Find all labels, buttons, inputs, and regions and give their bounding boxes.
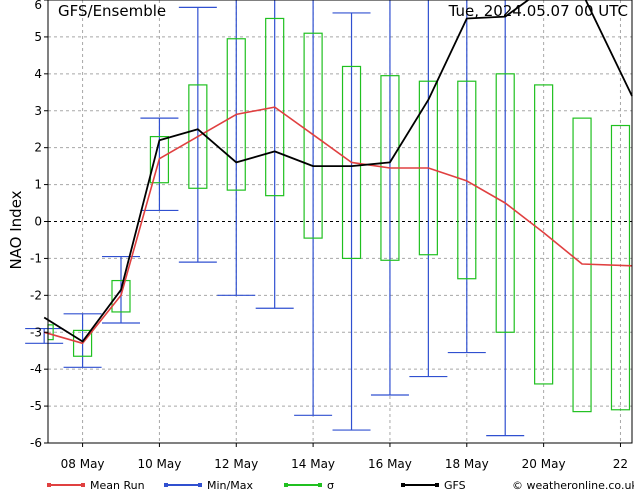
y-axis-ticks: -6 -5 -4 -3 -2 -1 0 1 2 3 4 5 6: [30, 0, 48, 450]
min-max-bars: [25, 0, 525, 437]
min-max-bar: [178, 6, 217, 263]
x-tick-label: 22: [613, 457, 628, 471]
sigma-box: [265, 17, 285, 197]
gfs-line: [43, 0, 633, 343]
y-tick-label: 2: [34, 141, 42, 155]
min-max-bar: [294, 0, 333, 416]
sigma-box: [495, 73, 515, 333]
y-tick-label: -4: [30, 362, 42, 376]
plot-frame: [47, 0, 633, 444]
min-max-bar: [25, 327, 64, 344]
svg-text:Min/Max: Min/Max: [207, 479, 253, 490]
chart-title: GFS/Ensemble: [58, 2, 166, 20]
run-label: Tue, 2024.05.07 00 UTC: [448, 2, 628, 20]
y-tick-label: 4: [34, 67, 42, 81]
sigma-box: [149, 135, 170, 184]
y-tick-label: -2: [30, 288, 42, 302]
legend-item-mean-run: Mean Run: [47, 479, 145, 490]
sigma-box: [341, 65, 362, 260]
legend: Mean Run Min/Max σ GFS © weatheronline.c…: [47, 479, 634, 490]
min-max-bar: [370, 0, 409, 396]
min-max-bar: [409, 0, 448, 378]
x-axis-ticks: 08 May 10 May 12 May 14 May 16 May 18 May 20 M…: [61, 443, 628, 471]
legend-item-gfs: GFS: [401, 479, 466, 490]
credit-text: © weatheronline.co.uk: [512, 479, 634, 490]
y-tick-label: 1: [34, 178, 42, 192]
y-tick-label: 6: [34, 0, 42, 12]
y-axis-label: NAO Index: [7, 190, 25, 269]
sigma-box: [303, 32, 323, 239]
min-max-bar: [140, 117, 179, 212]
legend-item-min-max: Min/Max: [164, 479, 253, 490]
sigma-box: [72, 329, 93, 357]
x-tick-label: 16 May: [368, 457, 412, 471]
gfs-series: [43, 0, 633, 343]
x-tick-label: 12 May: [214, 457, 258, 471]
grid-lines: [48, 0, 632, 444]
min-max-bar: [486, 0, 525, 437]
x-tick-label: 14 May: [291, 457, 335, 471]
min-max-bar: [447, 0, 486, 354]
y-tick-label: -5: [30, 399, 42, 413]
sigma-box: [534, 84, 554, 385]
x-tick-label: 10 May: [137, 457, 181, 471]
x-tick-label: 08 May: [61, 457, 105, 471]
min-max-bar: [217, 0, 256, 296]
plot-border: [47, 0, 633, 444]
sigma-box: [457, 80, 477, 280]
legend-item-sigma: σ: [284, 479, 334, 490]
mean-run-line: [43, 106, 633, 345]
sigma-boxes: [47, 17, 631, 413]
x-tick-label: 18 May: [445, 457, 489, 471]
min-max-bar: [255, 0, 294, 309]
svg-text:GFS: GFS: [444, 479, 466, 490]
x-tick-label: 20 May: [522, 457, 566, 471]
min-max-bar: [332, 12, 371, 431]
sigma-box: [226, 38, 246, 191]
y-tick-label: 5: [34, 30, 42, 44]
y-tick-label: 3: [34, 104, 42, 118]
y-tick-label: 0: [34, 215, 42, 229]
svg-text:Mean Run: Mean Run: [90, 479, 145, 490]
sigma-box: [610, 124, 631, 411]
y-tick-label: -1: [30, 251, 42, 265]
mean-run-series: [43, 106, 633, 345]
svg-text:σ: σ: [327, 479, 334, 490]
sigma-box: [111, 279, 131, 313]
y-tick-label: -3: [30, 325, 42, 339]
y-tick-label: -6: [30, 436, 42, 450]
